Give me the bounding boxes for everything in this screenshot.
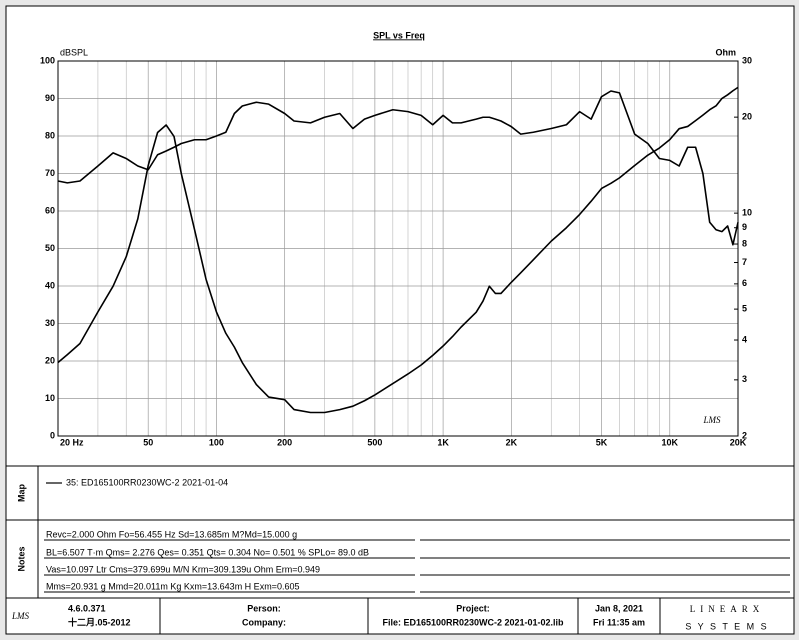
file: File: ED165100RR0230WC-2 2021-01-02.lib	[382, 617, 564, 627]
data-line	[57, 86, 739, 414]
data-line	[57, 90, 739, 246]
x-tick-label: 2K	[506, 437, 518, 447]
watermark: LMS	[702, 415, 721, 425]
y2-tick-label: 10	[742, 208, 752, 218]
note: Vas=10.097 Ltr Cms=379.699u M/N Krm=309.…	[46, 564, 320, 574]
x-tick-label: 1K	[437, 437, 449, 447]
brand: LINEARX	[690, 604, 765, 614]
y-tick-label: 60	[45, 205, 55, 215]
y-tick-label: 100	[40, 55, 55, 65]
build-date: 十二月.05-2012	[68, 616, 131, 627]
y-tick-label: 10	[45, 393, 55, 403]
person: Person:	[247, 603, 281, 613]
y2-tick-label: 3	[742, 374, 747, 384]
x-tick-label: 50	[143, 437, 153, 447]
company: Company:	[242, 617, 286, 627]
plot-frame	[57, 60, 739, 437]
y-tick-label: 70	[45, 168, 55, 178]
y-tick-label: 50	[45, 243, 55, 253]
y2-tick-label: 9	[742, 222, 747, 232]
y2-tick-label: 2	[742, 430, 747, 440]
version: 4.6.0.371	[68, 603, 106, 613]
note: BL=6.507 T·m Qms= 2.276 Qes= 0.351 Qts= …	[46, 547, 369, 557]
y-tick-label: 20	[45, 355, 55, 365]
notes-lines	[44, 539, 790, 593]
y2-tick-label: 7	[742, 257, 747, 267]
footer: LMS 4.6.0.371 十二月.05-2012 Person: Compan…	[11, 598, 768, 634]
x-tick-label: 100	[209, 437, 224, 447]
legend-entry: 35: ED165100RR0230WC-2 2021-01-04	[66, 477, 228, 487]
x-tick-label: 20 Hz	[60, 437, 84, 447]
section-label: Notes	[16, 546, 26, 571]
y2-tick-label: 20	[742, 112, 752, 122]
x-tick-label: 10K	[662, 437, 679, 447]
y-axis-label: dBSPL	[60, 47, 88, 57]
chart-title: SPL vs Freq	[373, 30, 425, 40]
lms-logo: LMS	[11, 611, 30, 621]
plot: 20 Hz 50 100 200 500 1K 2K 5K 10K 20K 0 10 20 30 40 50 6…	[40, 55, 752, 447]
y2-tick-label: 8	[742, 238, 747, 248]
section-label: Map	[16, 483, 26, 502]
y2-tick-label: 6	[742, 278, 747, 288]
y-tick-label: 30	[45, 318, 55, 328]
note: Mms=20.931 g Mmd=20.011m Kg Kxm=13.643m …	[46, 581, 299, 591]
x-tick-label: 5K	[596, 437, 608, 447]
y2-tick-label: 5	[742, 303, 747, 313]
brand-sub: S Y S T E M S	[685, 621, 768, 631]
y-tick-label: 40	[45, 280, 55, 290]
y2-axis-label: Ohm	[715, 47, 736, 57]
y2-tick-label: 4	[742, 334, 747, 344]
y-tick-label: 0	[50, 430, 55, 440]
project: Project:	[456, 603, 490, 613]
x-tick-label: 500	[367, 437, 382, 447]
time: Fri 11:35 am	[593, 617, 645, 627]
x-tick-label: 20K	[730, 437, 747, 447]
y-tick-label: 80	[45, 130, 55, 140]
y-tick-label: 90	[45, 93, 55, 103]
date: Jan 8, 2021	[595, 603, 643, 613]
y2-tick-label: 30	[742, 55, 752, 65]
x-tick-label: 200	[277, 437, 292, 447]
note: Revc=2.000 Ohm Fo=56.455 Hz Sd=13.685m M…	[46, 529, 297, 539]
